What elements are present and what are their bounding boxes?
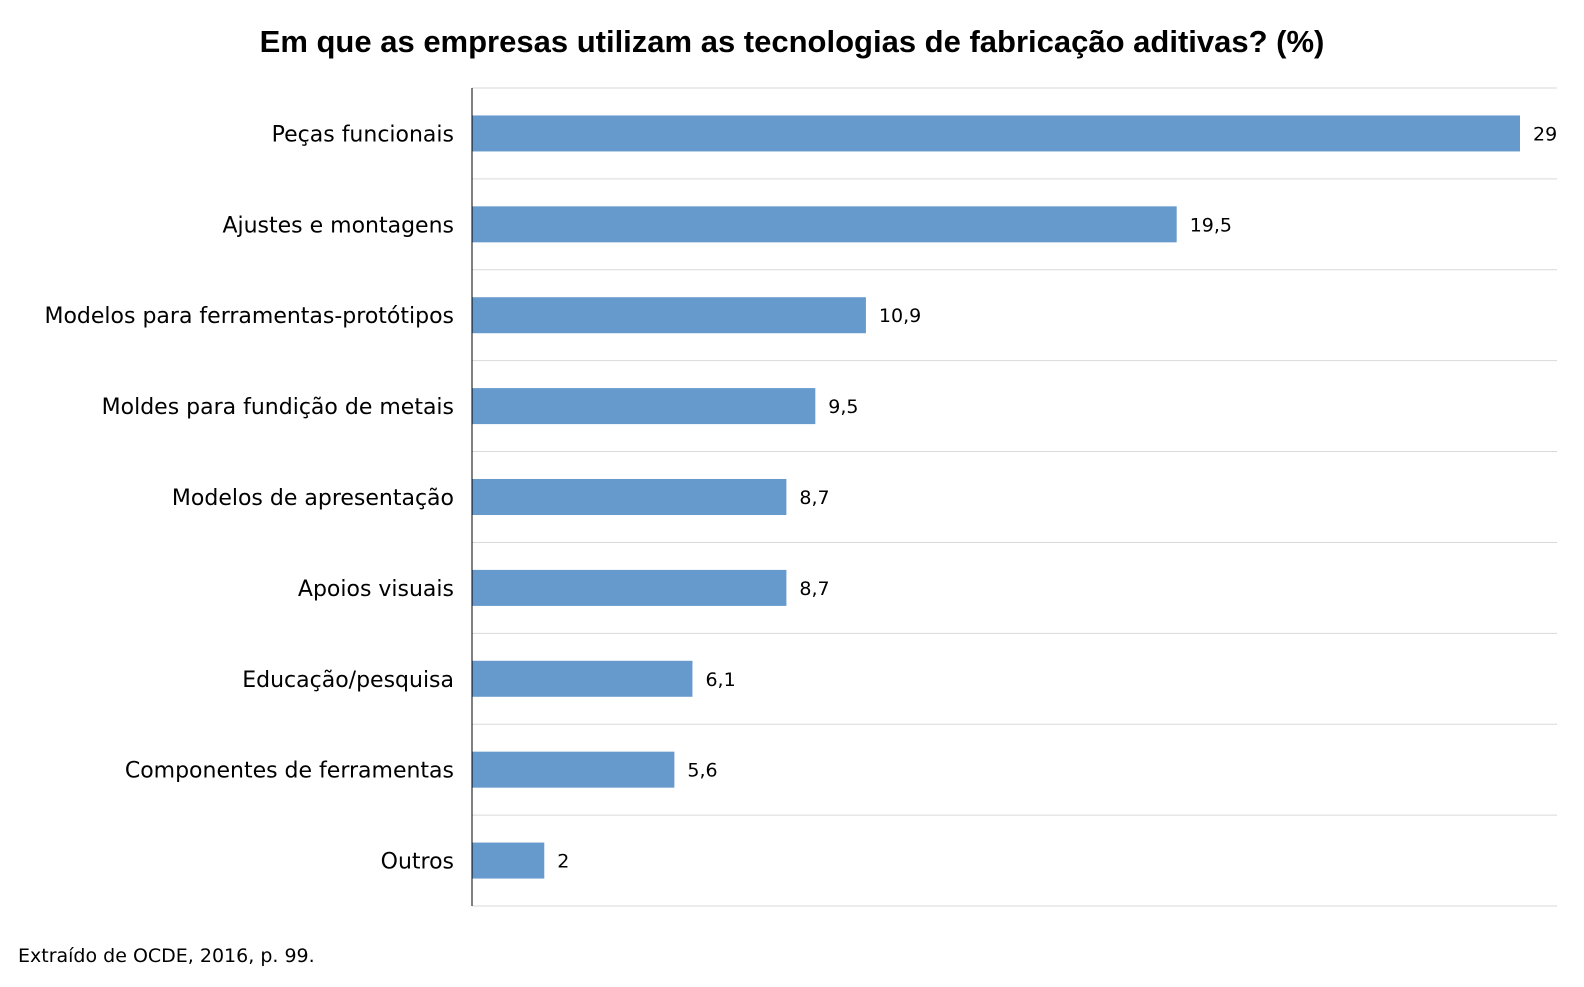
value-label: 6,1 (705, 669, 735, 691)
bar (472, 479, 787, 515)
category-label: Apoios visuais (298, 577, 454, 602)
category-label: Modelos para ferramentas-protótipos (44, 304, 454, 329)
category-label: Componentes de ferramentas (125, 759, 454, 784)
category-label: Moldes para fundição de metais (102, 395, 454, 420)
value-label: 10,9 (879, 305, 921, 327)
value-labels: 29 19,5 10,9 9,5 8,7 8,7 6,1 5,6 2 (557, 123, 1557, 872)
value-label: 8,7 (799, 487, 829, 509)
bar (472, 297, 866, 334)
bar (472, 751, 675, 788)
category-label: Modelos de apresentação (172, 486, 454, 511)
bar (472, 388, 816, 425)
value-label: 8,7 (799, 578, 829, 600)
value-label: 9,5 (828, 396, 858, 418)
category-labels: Peças funcionais Ajustes e montagens Model… (44, 122, 454, 874)
gridlines (472, 87, 1557, 907)
category-label: Peças funcionais (272, 122, 454, 147)
value-label: 5,6 (687, 760, 717, 782)
chart-title: Em que as empresas utilizam as tecnologi… (260, 24, 1325, 59)
bar (472, 660, 693, 697)
value-label: 29 (1533, 123, 1557, 145)
bars (472, 115, 1520, 879)
bar (472, 115, 1520, 152)
source-note: Extraído de OCDE, 2016, p. 99. (18, 945, 315, 967)
bar (472, 206, 1177, 243)
category-label: Ajustes e montagens (222, 213, 454, 238)
category-label: Educação/pesquisa (242, 668, 454, 693)
category-label: Outros (381, 850, 454, 875)
bar (472, 569, 787, 606)
value-label: 19,5 (1190, 214, 1232, 236)
value-label: 2 (557, 851, 569, 873)
bar (472, 842, 545, 879)
